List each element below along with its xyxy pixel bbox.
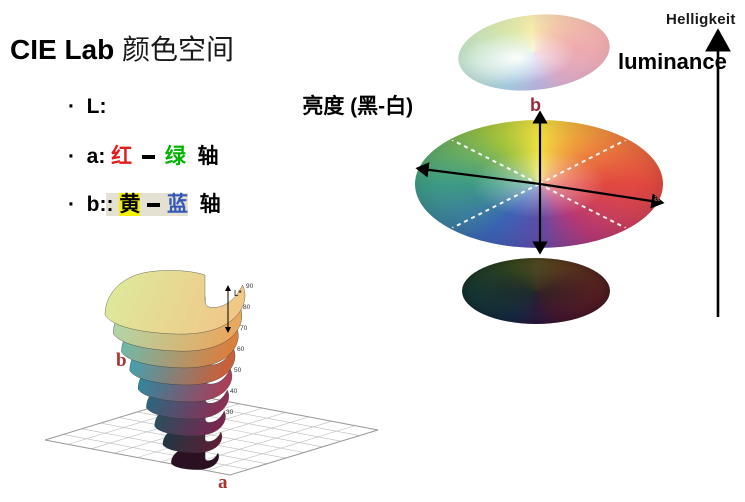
svg-text:30: 30 (226, 409, 234, 416)
svg-text:90: 90 (246, 283, 254, 290)
svg-text:L*: L* (234, 289, 242, 298)
svg-text:70: 70 (240, 325, 248, 332)
svg-text:40: 40 (230, 388, 238, 395)
svg-text:60: 60 (237, 346, 245, 353)
svg-text:80: 80 (243, 304, 251, 311)
svg-text:50: 50 (234, 367, 242, 374)
